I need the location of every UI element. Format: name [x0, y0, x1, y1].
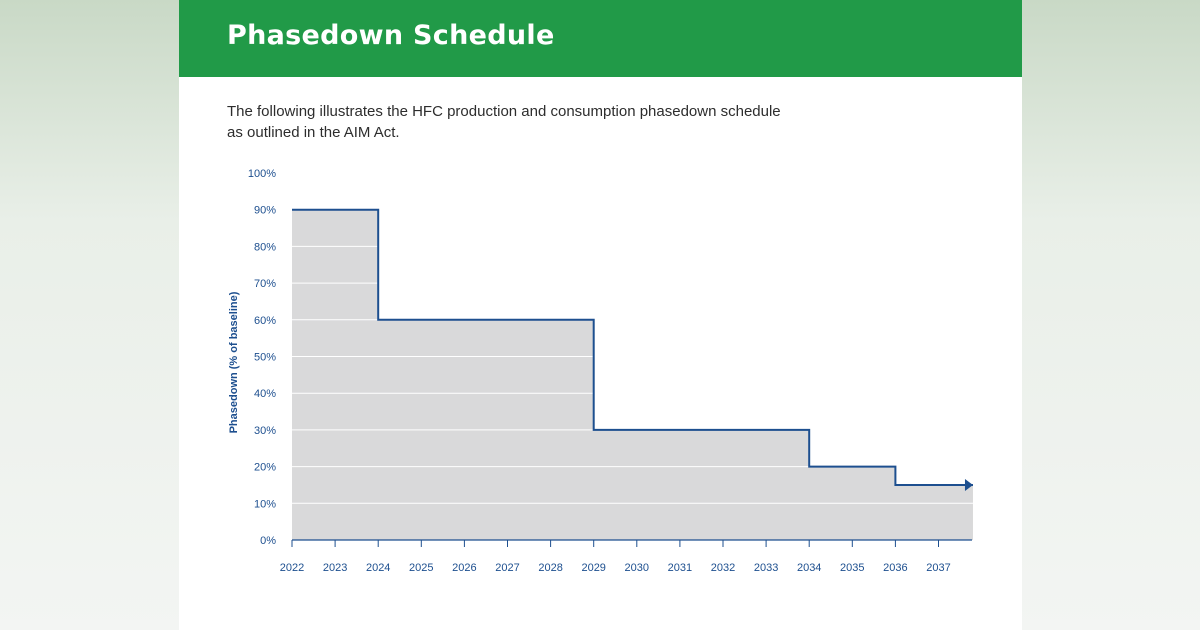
- x-tick-label: 2035: [840, 562, 864, 574]
- intro-text: The following illustrates the HFC produc…: [227, 101, 827, 143]
- y-tick-label: 90%: [254, 205, 276, 217]
- y-tick-label: 100%: [248, 168, 276, 180]
- y-tick-label: 60%: [254, 315, 276, 327]
- x-tick-label: 2031: [668, 562, 692, 574]
- y-tick-label: 50%: [254, 352, 276, 364]
- y-tick-label: 40%: [254, 388, 276, 400]
- x-tick-label: 2030: [625, 562, 649, 574]
- y-tick-label: 0%: [260, 535, 276, 547]
- x-tick-label: 2036: [883, 562, 907, 574]
- x-tick-label: 2025: [409, 562, 433, 574]
- x-tick-label: 2022: [280, 562, 304, 574]
- x-tick-label: 2033: [754, 562, 778, 574]
- y-tick-label: 30%: [254, 425, 276, 437]
- header-banner: Phasedown Schedule: [179, 0, 1022, 77]
- x-tick-label: 2037: [926, 562, 950, 574]
- y-tick-label: 10%: [254, 498, 276, 510]
- page-title: Phasedown Schedule: [227, 20, 555, 51]
- intro-line-1: The following illustrates the HFC produc…: [227, 103, 781, 120]
- x-tick-label: 2026: [452, 562, 476, 574]
- x-tick-label: 2027: [495, 562, 519, 574]
- y-tick-label: 80%: [254, 241, 276, 253]
- area-fill: [292, 209, 973, 540]
- x-tick-label: 2028: [538, 562, 562, 574]
- x-tick-label: 2029: [581, 562, 605, 574]
- phasedown-step-line: [292, 208, 973, 486]
- x-tick-label: 2024: [366, 562, 390, 574]
- continuation-arrow: [964, 478, 973, 491]
- x-tick-label: 2023: [323, 562, 347, 574]
- x-tick-label: 2032: [711, 562, 735, 574]
- x-tick-label: 2034: [797, 562, 821, 574]
- y-tick-label: 70%: [254, 278, 276, 290]
- intro-line-2: as outlined in the AIM Act.: [227, 124, 400, 141]
- y-axis-label: Phasedown (% of baseline): [228, 291, 240, 433]
- y-tick-label: 20%: [254, 462, 276, 474]
